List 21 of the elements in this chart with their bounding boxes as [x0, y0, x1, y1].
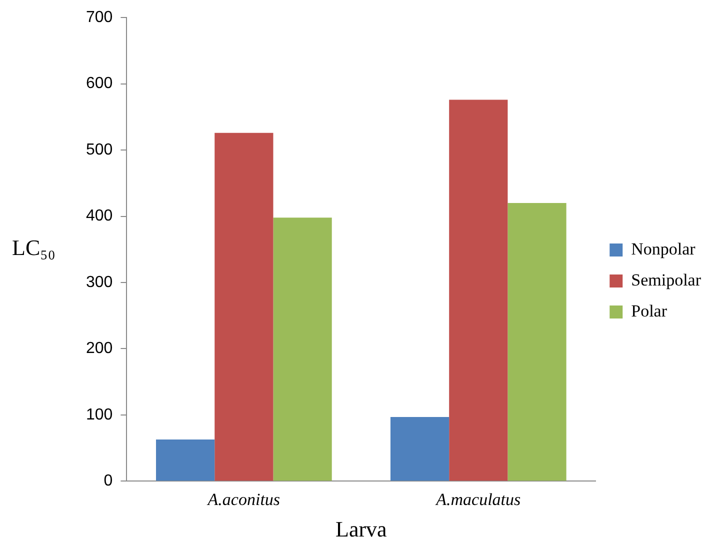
bar — [390, 416, 450, 481]
y-tick-label: 700 — [86, 9, 113, 26]
bar — [273, 218, 332, 481]
y-tick-label: 100 — [86, 406, 113, 424]
y-tick-label: 500 — [86, 141, 113, 158]
legend-label: Polar — [631, 301, 668, 320]
y-tick-label: 600 — [86, 75, 113, 92]
x-axis-title: Larva — [336, 516, 388, 542]
bar — [508, 203, 566, 481]
y-axis-title: LC₅₀ — [12, 235, 56, 260]
y-tick-label: 300 — [86, 274, 113, 291]
y-tick-label: 400 — [86, 208, 113, 225]
x-tick-label: A.aconitus — [206, 490, 280, 509]
bar — [156, 439, 215, 481]
legend-label: Nonpolar — [631, 239, 696, 258]
bar — [449, 100, 508, 481]
y-tick-label: 200 — [86, 340, 113, 358]
legend-label: Semipolar — [631, 270, 702, 290]
x-tick-label: A.maculatus — [435, 490, 522, 509]
y-tick-label: 0 — [104, 472, 113, 490]
bar — [214, 132, 274, 481]
